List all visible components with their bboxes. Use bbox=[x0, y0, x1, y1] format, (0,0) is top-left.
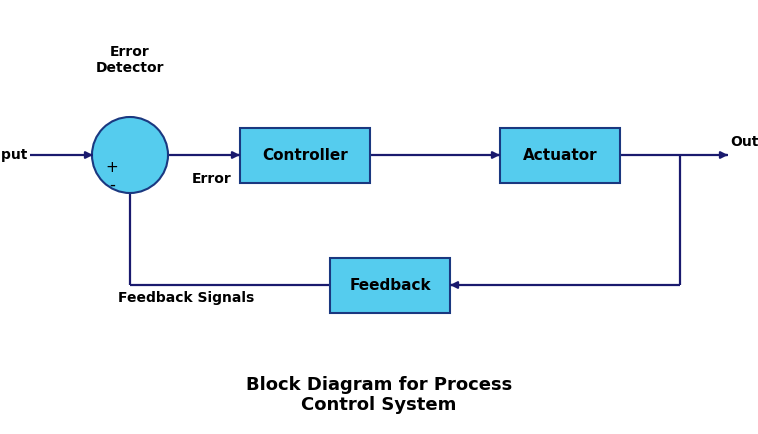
Text: Output: Output bbox=[730, 135, 758, 149]
Text: Input: Input bbox=[0, 148, 28, 162]
Text: Feedback Signals: Feedback Signals bbox=[118, 291, 254, 305]
Text: Error: Error bbox=[192, 172, 232, 186]
Text: Actuator: Actuator bbox=[523, 148, 597, 162]
Text: Block Diagram for Process
Control System: Block Diagram for Process Control System bbox=[246, 375, 512, 414]
Text: +: + bbox=[105, 161, 118, 175]
Circle shape bbox=[92, 117, 168, 193]
Text: Feedback: Feedback bbox=[349, 277, 431, 293]
FancyBboxPatch shape bbox=[240, 128, 370, 183]
FancyBboxPatch shape bbox=[500, 128, 620, 183]
Text: Error
Detector: Error Detector bbox=[96, 45, 164, 75]
Text: Controller: Controller bbox=[262, 148, 348, 162]
FancyBboxPatch shape bbox=[330, 257, 450, 312]
Text: -: - bbox=[109, 176, 115, 194]
